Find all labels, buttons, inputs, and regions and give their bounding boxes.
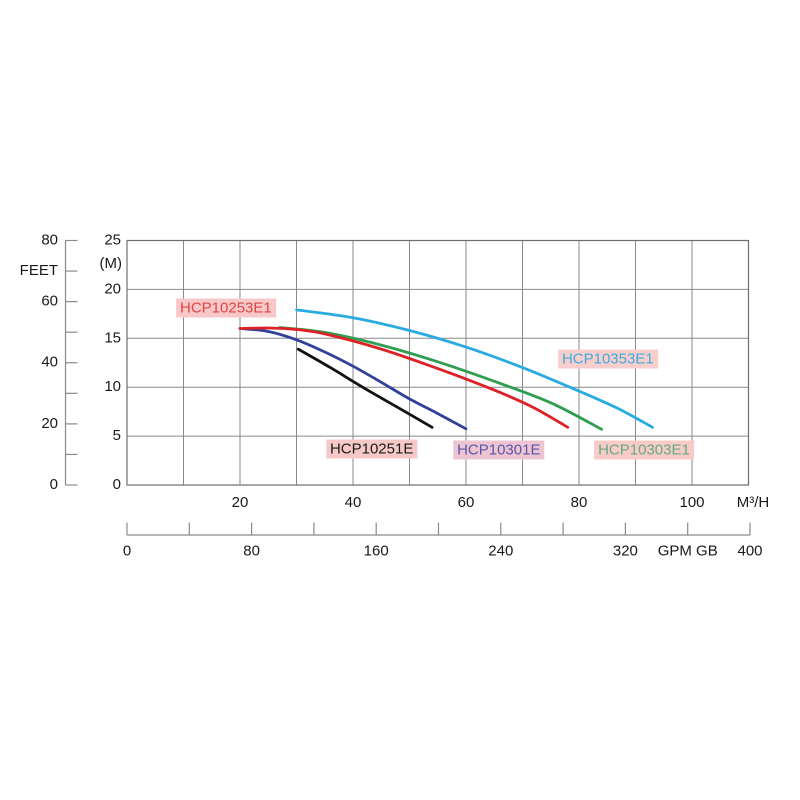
gpm-tick-label: 320 [613, 542, 638, 559]
curve-label-HCP10303E1: HCP10303E1 [594, 440, 694, 460]
gpm-tick-label: 80 [243, 542, 260, 559]
gpm-tick-label: 160 [364, 542, 389, 559]
m3h-tick-label: 20 [232, 494, 249, 511]
feet-tick-label: 80 [41, 231, 58, 248]
meters-tick-label: 25 [104, 231, 121, 248]
feet-tick-label: 40 [41, 354, 58, 371]
feet-tick-label: 0 [50, 476, 58, 493]
plot-border [126, 239, 750, 486]
curve-label-HCP10253E1: HCP10253E1 [176, 298, 276, 318]
curve-HCP10303E1 [278, 326, 603, 431]
curve-HCP10251E [296, 347, 434, 429]
curve-label-HCP10251E: HCP10251E [325, 439, 418, 459]
curve-label-HCP10353E1: HCP10353E1 [557, 349, 658, 369]
curve-HCP10353E1 [295, 308, 654, 429]
meters-tick-label: 0 [113, 476, 121, 493]
meters-tick-label: 20 [104, 280, 121, 297]
curve-label-HCP10301E: HCP10301E [453, 440, 545, 460]
gpm-tick-label: 240 [488, 542, 513, 559]
m3h-tick-label: 40 [345, 494, 362, 511]
meters-tick-label: 10 [104, 378, 121, 395]
curve-HCP10253E1 [238, 326, 570, 429]
feet-tick-label: 20 [41, 415, 58, 432]
feet-tick-label: 60 [41, 293, 58, 310]
meters-tick-label: 15 [104, 329, 121, 346]
gpm-tick-label: 400 [737, 542, 762, 559]
m3h-tick-label: 80 [571, 494, 588, 511]
m3h-tick-label: 100 [679, 494, 704, 511]
m3h-tick-label: 60 [458, 494, 475, 511]
m3h-axis-unit: M³/H [737, 494, 770, 511]
curve-HCP10301E [238, 327, 468, 431]
meters-tick-label: 5 [113, 427, 121, 444]
gpm-tick-label: 0 [123, 542, 131, 559]
gpm-axis-unit: GPM GB [658, 542, 718, 559]
meters-axis-unit: (M) [100, 255, 123, 272]
feet-axis-title: FEET [20, 262, 58, 279]
